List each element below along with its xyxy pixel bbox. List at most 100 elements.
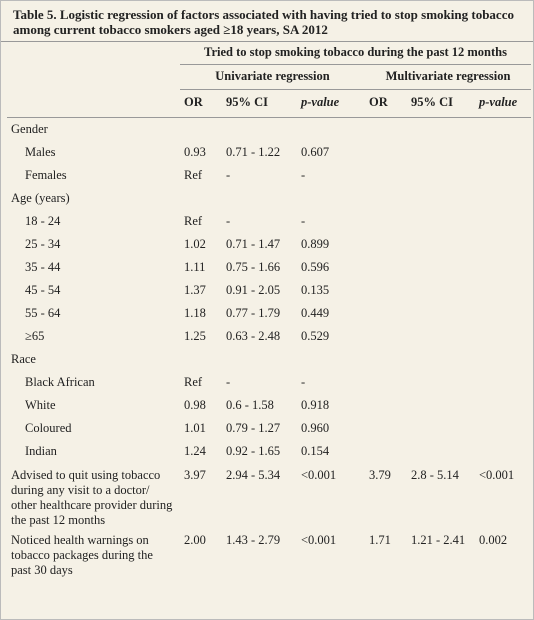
cell: 0.71 - 1.47 [226,237,281,251]
header-row: Univariate regression Multivariate regres… [7,64,531,90]
section-row: Race [7,348,531,371]
data-row: Indian 1.24 0.92 - 1.65 0.154 [7,440,531,463]
cell: 1.24 [184,444,206,458]
column-header: p-value [475,89,531,118]
row-label: White [25,398,56,412]
cell: - [301,375,306,389]
row-label: 25 - 34 [25,237,61,251]
section-row: Gender [7,118,531,142]
cell: 1.21 - 2.41 [411,533,466,547]
cell: - [226,375,231,389]
cell: 0.93 [184,145,206,159]
cell: 1.02 [184,237,206,251]
data-row: 18 - 24 Ref - - [7,210,531,233]
group-header: Multivariate regression [365,64,531,90]
cell: 0.92 - 1.65 [226,444,281,458]
row-label: Indian [25,444,57,458]
row-label: 18 - 24 [25,214,61,228]
data-row: White 0.98 0.6 - 1.58 0.918 [7,394,531,417]
cell: 0.77 - 1.79 [226,306,281,320]
row-label: 45 - 54 [25,283,61,297]
data-row: ≥65 1.25 0.63 - 2.48 0.529 [7,325,531,348]
row-label: 55 - 64 [25,306,61,320]
data-row: Black African Ref - - [7,371,531,394]
cell: 0.607 [301,145,330,159]
table: Tried to stop smoking tobacco during the… [7,42,531,578]
data-row: 35 - 44 1.11 0.75 - 1.66 0.596 [7,256,531,279]
cell: 0.91 - 2.05 [226,283,281,297]
cell: 1.18 [184,306,206,320]
cell: 1.37 [184,283,206,297]
cell: 0.98 [184,398,206,412]
column-header: 95% CI [407,89,475,118]
row-label: Males [25,145,56,159]
row-label: 35 - 44 [25,260,61,274]
data-row: Males 0.93 0.71 - 1.22 0.607 [7,141,531,164]
group-header: Univariate regression [180,64,365,90]
column-header: p-value [297,89,365,118]
table-title: Table 5. Logistic regression of factors … [1,1,533,42]
cell: - [301,168,306,182]
section-row: Age (years) [7,187,531,210]
column-header: OR [180,89,222,118]
data-row: Advised to quit using tobacco during any… [7,463,531,528]
row-label: Black African [25,375,95,389]
cell: 0.6 - 1.58 [226,398,274,412]
cell: 3.79 [369,468,391,482]
cell: <0.001 [301,533,337,547]
cell: 0.529 [301,329,330,343]
cell: 0.918 [301,398,330,412]
cell: 1.25 [184,329,206,343]
cell: 0.960 [301,421,330,435]
cell: 3.97 [184,468,206,482]
cell: 0.002 [479,533,508,547]
blank-cell [7,42,180,65]
cell: - [301,214,306,228]
cell: Ref [184,214,203,228]
row-label: ≥65 [25,329,45,343]
data-row: Coloured 1.01 0.79 - 1.27 0.960 [7,417,531,440]
cell: 0.71 - 1.22 [226,145,281,159]
outcome-header: Tried to stop smoking tobacco during the… [180,42,531,65]
cell: 0.449 [301,306,330,320]
cell: 1.01 [184,421,206,435]
header-row: Tried to stop smoking tobacco during the… [7,42,531,65]
cell: 0.63 - 2.48 [226,329,281,343]
cell: 0.75 - 1.66 [226,260,281,274]
cell: 0.899 [301,237,330,251]
cell: - [226,214,231,228]
data-row: Females Ref - - [7,164,531,187]
section-heading: Race [11,352,36,366]
cell: 0.79 - 1.27 [226,421,281,435]
cell: Ref [184,168,203,182]
cell: 1.71 [369,533,391,547]
cell: <0.001 [301,468,337,482]
column-header: OR [365,89,407,118]
section-heading: Gender [11,122,48,136]
data-row: 45 - 54 1.37 0.91 - 2.05 0.135 [7,279,531,302]
cell: - [226,168,231,182]
row-label: Advised to quit using tobacco during any… [11,468,173,527]
data-row: Noticed health warnings on tobacco packa… [7,528,531,578]
cell: Ref [184,375,203,389]
cell: 2.94 - 5.34 [226,468,281,482]
cell: <0.001 [479,468,515,482]
cell: 2.00 [184,533,206,547]
row-label: Coloured [25,421,72,435]
blank-cell [7,89,180,118]
cell: 2.8 - 5.14 [411,468,459,482]
row-label: Females [25,168,67,182]
cell: 1.43 - 2.79 [226,533,281,547]
cell: 0.154 [301,444,330,458]
cell: 0.596 [301,260,330,274]
cell: 0.135 [301,283,330,297]
blank-cell [7,65,180,90]
column-header: 95% CI [222,89,297,118]
section-heading: Age (years) [11,191,70,205]
data-row: 25 - 34 1.02 0.71 - 1.47 0.899 [7,233,531,256]
row-label: Noticed health warnings on tobacco packa… [11,533,153,577]
data-row: 55 - 64 1.18 0.77 - 1.79 0.449 [7,302,531,325]
cell: 1.11 [184,260,206,274]
header-row: OR 95% CI p-value OR 95% CI p-value [7,89,531,118]
